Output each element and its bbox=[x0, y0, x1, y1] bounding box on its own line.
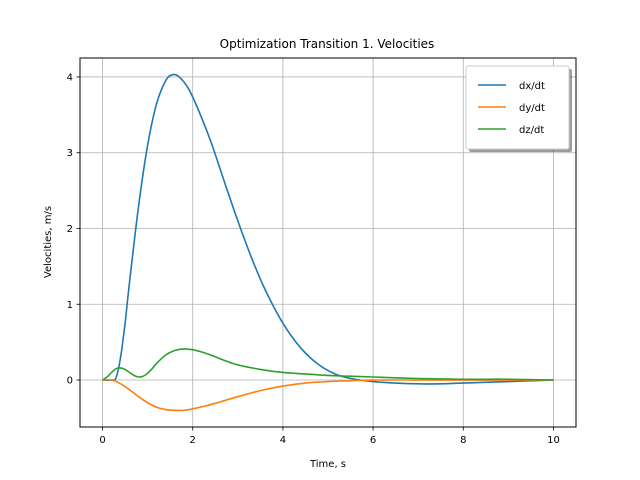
series-line-dz-dt bbox=[102, 348, 554, 381]
legend: dx/dt dy/dt dz/dt bbox=[465, 65, 572, 152]
x-axis-title: Time, s bbox=[309, 459, 346, 470]
plot-frame bbox=[79, 57, 577, 428]
y-tick-label: 2 bbox=[67, 224, 73, 235]
y-tick-label: 3 bbox=[67, 148, 73, 159]
x-tick-label: 0 bbox=[99, 435, 105, 446]
x-tick-label: 4 bbox=[280, 435, 286, 446]
y-tick-label: 1 bbox=[67, 300, 73, 311]
y-axis-title: Velocities, m/s bbox=[43, 206, 54, 278]
legend-label: dx/dt bbox=[519, 81, 545, 92]
series-line-dy-dt bbox=[102, 378, 554, 412]
x-tick-label: 8 bbox=[460, 435, 466, 446]
y-tick-label: 4 bbox=[67, 72, 73, 83]
series-line-dx-dt bbox=[102, 73, 554, 385]
legend-label: dz/dt bbox=[519, 125, 544, 136]
chart-title: Optimization Transition 1. Velocities bbox=[220, 37, 435, 51]
x-tick-label: 6 bbox=[370, 435, 376, 446]
y-tick-label: 0 bbox=[67, 376, 73, 387]
x-tick-label: 10 bbox=[547, 435, 560, 446]
x-tick-label: 2 bbox=[190, 435, 196, 446]
plot-lines bbox=[102, 73, 554, 412]
axis-ticks: 0 2 4 6 8 10 0 1 2 3 4 bbox=[67, 72, 560, 446]
legend-label: dy/dt bbox=[519, 103, 545, 114]
